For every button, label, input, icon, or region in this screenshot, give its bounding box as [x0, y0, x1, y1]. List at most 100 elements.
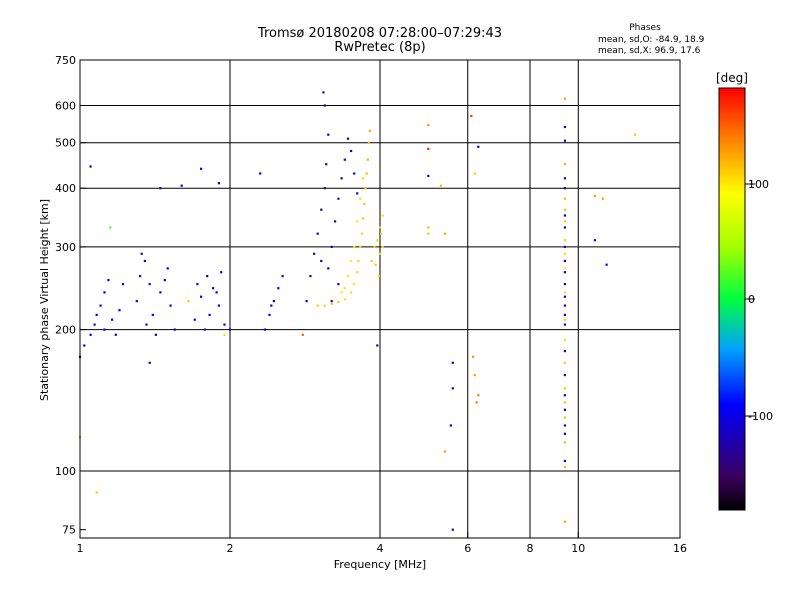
- echo-point: [593, 239, 596, 242]
- echo-point: [605, 263, 608, 266]
- echo-point: [449, 424, 452, 427]
- echo-point: [145, 323, 148, 326]
- echo-point: [323, 104, 326, 107]
- echo-point: [334, 220, 337, 223]
- echo-point: [343, 298, 346, 301]
- colorbar-unit-label: [deg]: [716, 71, 748, 85]
- echo-point: [427, 174, 430, 177]
- echo-point: [151, 313, 154, 316]
- echo-point: [323, 304, 326, 307]
- echo-point: [223, 333, 226, 336]
- echo-point: [159, 187, 162, 190]
- echo-point: [320, 259, 323, 263]
- echo-point: [187, 300, 190, 303]
- colorbar-tick-label: 100: [748, 178, 769, 191]
- echo-point: [353, 283, 356, 286]
- echo-point: [381, 214, 384, 217]
- echo-point: [95, 491, 98, 494]
- echo-point: [208, 313, 211, 316]
- y-axis-label: Stationary phase Virtual Height [km]: [38, 199, 51, 401]
- echo-point: [563, 187, 566, 190]
- echo-point: [140, 252, 143, 255]
- echo-point: [477, 145, 480, 148]
- echo-point: [220, 271, 223, 274]
- echo-point: [169, 304, 172, 307]
- echo-point: [563, 339, 566, 342]
- x-tick-label: 16: [673, 542, 687, 555]
- x-tick-label: 4: [377, 542, 384, 555]
- echo-point: [362, 217, 365, 220]
- y-tick-label: 500: [55, 137, 76, 150]
- colorbar-tick-label: 0: [748, 293, 755, 306]
- echo-point: [121, 283, 125, 286]
- echo-point: [173, 328, 176, 331]
- x-tick-label: 10: [571, 542, 585, 555]
- stats-title: Phases: [629, 23, 661, 33]
- echo-point: [337, 300, 340, 304]
- echo-point: [135, 300, 138, 303]
- echo-point: [563, 361, 566, 364]
- echo-point: [316, 232, 319, 235]
- echo-point: [268, 313, 271, 316]
- echo-point: [206, 275, 209, 278]
- x-tick-label: 6: [464, 542, 471, 555]
- echo-point: [359, 245, 362, 248]
- echo-point: [443, 232, 446, 235]
- echo-point: [313, 252, 316, 255]
- echo-point: [215, 291, 218, 294]
- echo-point: [563, 139, 566, 142]
- echo-point: [451, 528, 454, 531]
- echo-point: [103, 291, 106, 294]
- echo-point: [323, 187, 326, 190]
- echo-point: [563, 459, 566, 463]
- echo-point: [563, 374, 566, 377]
- echo-point: [563, 408, 566, 411]
- echo-point: [601, 197, 604, 200]
- echo-point: [301, 333, 304, 336]
- points-layer: [78, 91, 637, 531]
- echo-point: [340, 177, 343, 180]
- echo-point: [563, 214, 566, 217]
- echo-point: [281, 275, 284, 278]
- y-tick-label: 75: [62, 524, 76, 537]
- stats-o-mode: mean, sd,O: -84.9, 18.9: [598, 35, 705, 45]
- echo-point: [451, 387, 454, 390]
- echo-point: [563, 295, 566, 298]
- echo-point: [356, 271, 359, 274]
- echo-point: [563, 350, 566, 353]
- echo-point: [563, 197, 566, 200]
- echo-point: [378, 252, 382, 255]
- echo-point: [563, 304, 566, 307]
- echo-point: [93, 323, 96, 326]
- echo-point: [139, 275, 142, 278]
- echo-point: [357, 259, 360, 263]
- colorbar-tick-label: -100: [748, 410, 773, 423]
- echo-point: [346, 275, 350, 278]
- echo-point: [212, 287, 215, 290]
- x-axis-label: Frequency [MHz]: [334, 558, 426, 571]
- grid-layer: [80, 60, 680, 538]
- echo-point: [363, 203, 366, 206]
- echo-point: [196, 283, 199, 286]
- echo-point: [111, 318, 114, 321]
- y-tick-label: 300: [55, 241, 76, 254]
- y-tick-label: 600: [55, 100, 76, 113]
- echo-point: [381, 245, 384, 248]
- echo-point: [114, 333, 117, 336]
- echo-point: [563, 163, 566, 166]
- echo-point: [374, 263, 377, 266]
- echo-point: [200, 295, 203, 298]
- echo-point: [563, 291, 566, 294]
- echo-point: [563, 177, 566, 180]
- echo-point: [563, 401, 566, 404]
- echo-point: [217, 304, 220, 307]
- echo-point: [470, 114, 473, 118]
- echo-point: [83, 344, 86, 347]
- echo-point: [356, 192, 359, 195]
- echo-point: [370, 259, 373, 263]
- echo-point: [366, 158, 369, 161]
- echo-point: [368, 129, 372, 132]
- echo-point: [337, 283, 340, 286]
- echo-point: [563, 208, 566, 211]
